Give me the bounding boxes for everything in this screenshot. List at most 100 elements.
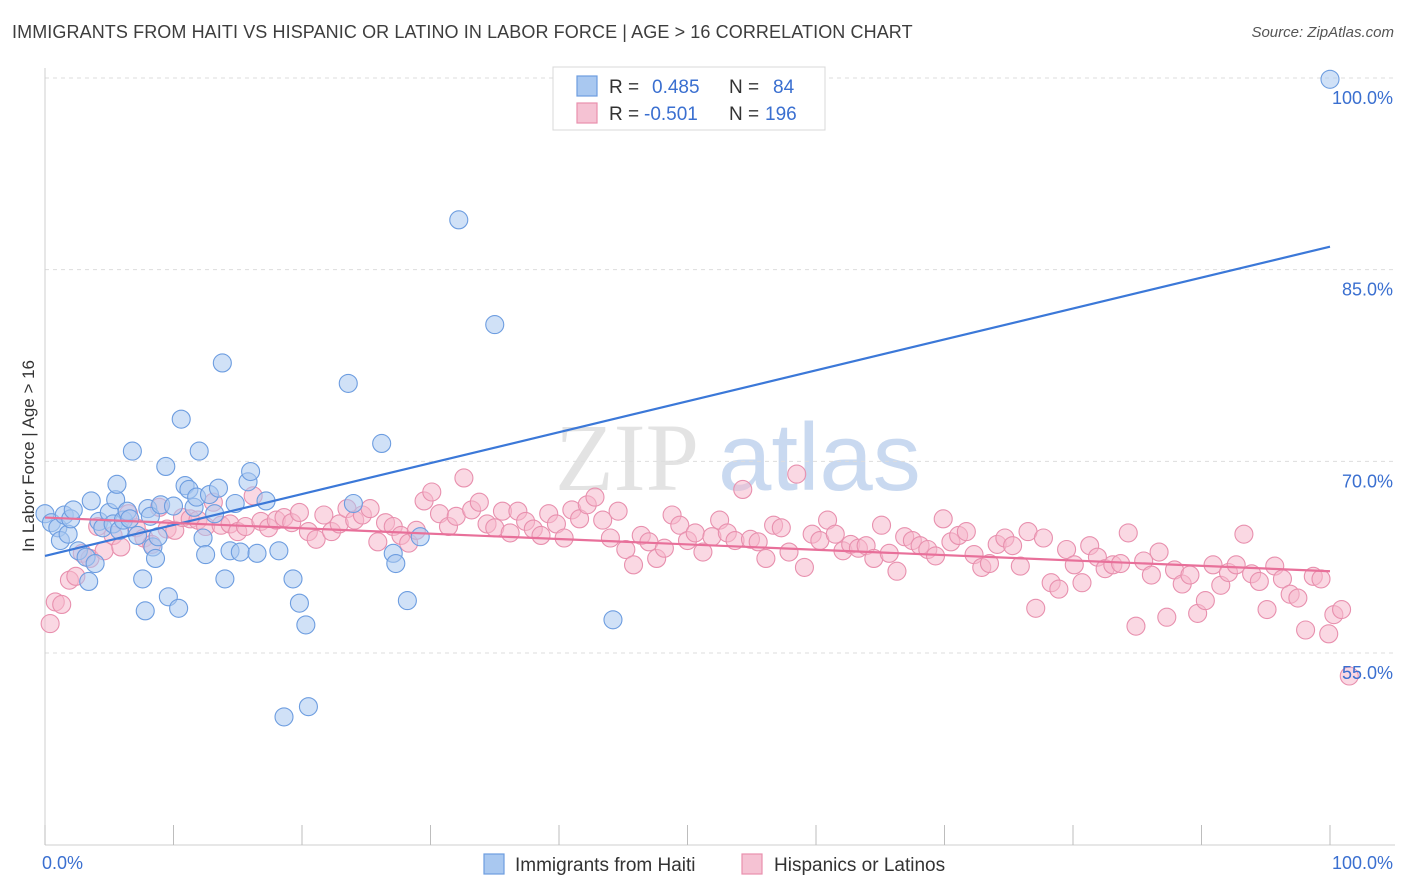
hispanic-point-36	[314, 505, 334, 525]
hispanic-point-133	[1064, 555, 1084, 575]
bottom-legend-swatch-blue	[483, 853, 505, 875]
hispanic-point-95	[771, 518, 791, 538]
haiti-point-63	[338, 373, 358, 393]
hispanic-point-116	[933, 509, 953, 529]
legend-box	[552, 66, 826, 131]
haiti-point-43	[193, 528, 213, 548]
haiti-point-12	[85, 554, 105, 574]
haiti-point-22	[120, 509, 140, 529]
hispanic-point-168	[1332, 600, 1352, 620]
y-tick-label-2: 85.0%	[1342, 280, 1393, 300]
legend-r-value-1: 0.485	[652, 77, 700, 98]
haiti-point-57	[269, 541, 289, 561]
hispanic-point-110	[887, 561, 907, 581]
hispanic-point-122	[979, 554, 1000, 574]
y-tick-labels: 55.0% 70.0% 85.0% 100.0%	[1332, 88, 1393, 683]
source-label: Source: ZipAtlas.com	[1251, 24, 1394, 41]
haiti-point-64	[343, 493, 363, 514]
hispanic-point-96	[779, 542, 799, 562]
hispanic-point-141	[1126, 616, 1146, 636]
legend-r-label-2: R =	[609, 104, 639, 125]
hispanic-point-74	[608, 501, 628, 521]
hispanic-point-129	[1033, 528, 1053, 548]
hispanic-point-56	[469, 492, 489, 512]
haiti-point-71	[485, 315, 505, 335]
haiti-point-73	[1320, 69, 1340, 89]
hispanic-point-155	[1234, 524, 1254, 544]
haiti-point-55	[247, 543, 267, 563]
haiti-point-60	[289, 593, 309, 613]
legend-n-label-2: N =	[729, 104, 759, 125]
haiti-point-52	[230, 542, 250, 562]
hispanic-point-162	[1288, 588, 1308, 608]
hispanic-point-163	[1296, 620, 1316, 640]
hispanic-point-50	[422, 482, 442, 502]
chart-title: IMMIGRANTS FROM HAITI VS HISPANIC OR LAT…	[12, 22, 913, 42]
hispanic-point-119	[956, 522, 976, 542]
hispanic-point-134	[1072, 573, 1092, 593]
hispanic-point-90	[733, 479, 753, 499]
haiti-point-18	[107, 474, 127, 494]
legend-r-value-2: -0.501	[644, 104, 698, 125]
hispanic-point-157	[1249, 571, 1269, 591]
hispanic-point-2	[52, 594, 72, 614]
hispanic-point-82	[670, 515, 690, 535]
haiti-point-58	[274, 707, 294, 727]
legend-swatch-blue	[576, 75, 598, 97]
haiti-point-42	[189, 441, 209, 461]
haiti-point-59	[283, 569, 303, 589]
x-tick-label-1: 100.0%	[1332, 853, 1393, 873]
legend-n-label-1: N =	[729, 77, 759, 98]
hispanic-point-80	[654, 538, 674, 558]
haiti-point-48	[212, 353, 232, 373]
bottom-legend: Immigrants from Haiti Hispanics or Latin…	[483, 853, 945, 876]
hispanic-point-64	[531, 525, 551, 545]
haiti-point-49	[215, 569, 235, 589]
legend-r-label-1: R =	[609, 77, 639, 98]
haiti-point-61	[296, 615, 316, 635]
hispanic-point-60	[500, 523, 520, 543]
axes	[44, 68, 1395, 846]
haiti-point-44	[196, 545, 216, 565]
hispanic-point-143	[1141, 565, 1161, 585]
legend-n-value-2: 196	[765, 104, 797, 125]
haiti-point-65	[372, 433, 392, 453]
trend-lines	[44, 245, 1331, 573]
haiti-point-10	[79, 571, 99, 591]
legend: R = 0.485 N = 84 R = -0.501 N = 196	[552, 66, 826, 131]
haiti-point-47	[208, 478, 229, 498]
haiti-point-37	[171, 409, 191, 429]
haiti-point-23	[122, 441, 142, 461]
hispanic-point-150	[1195, 591, 1215, 611]
x-tick-label-0: 0.0%	[42, 853, 83, 873]
hispanic-point-154	[1226, 555, 1246, 575]
hispanic-point-93	[756, 548, 776, 568]
hispanic-point-108	[871, 515, 892, 535]
haiti-point-70	[449, 210, 469, 230]
hispanic-point-145	[1157, 607, 1177, 627]
hispanic-point-98	[794, 557, 814, 577]
haiti-point-68	[397, 591, 417, 611]
hispanic-point-140	[1118, 523, 1138, 543]
hispanic-point-97	[787, 464, 807, 484]
haiti-point-7	[63, 500, 83, 520]
legend-swatch-pink	[576, 102, 598, 124]
hispanic-point-126	[1010, 556, 1030, 576]
hispanic-point-148	[1180, 565, 1200, 585]
haiti-point-72	[603, 610, 623, 630]
haiti-point-11	[81, 491, 101, 511]
bottom-legend-hispanics: Hispanics or Latinos	[774, 855, 945, 876]
hispanic-point-151	[1203, 555, 1223, 575]
hispanic-point-131	[1049, 579, 1069, 599]
hispanic-point-54	[454, 468, 474, 488]
haiti-point-62	[298, 697, 318, 717]
hispanic-point-102	[825, 524, 845, 544]
haiti-point-54	[241, 462, 261, 482]
hispanic-point-166	[1319, 624, 1339, 644]
legend-n-value-1: 84	[773, 77, 795, 98]
watermark-zip: ZIP	[555, 404, 699, 511]
haiti-point-35	[163, 496, 184, 516]
y-axis-label: In Labor Force | Age > 16	[19, 360, 38, 552]
haiti-point-30	[145, 548, 166, 568]
